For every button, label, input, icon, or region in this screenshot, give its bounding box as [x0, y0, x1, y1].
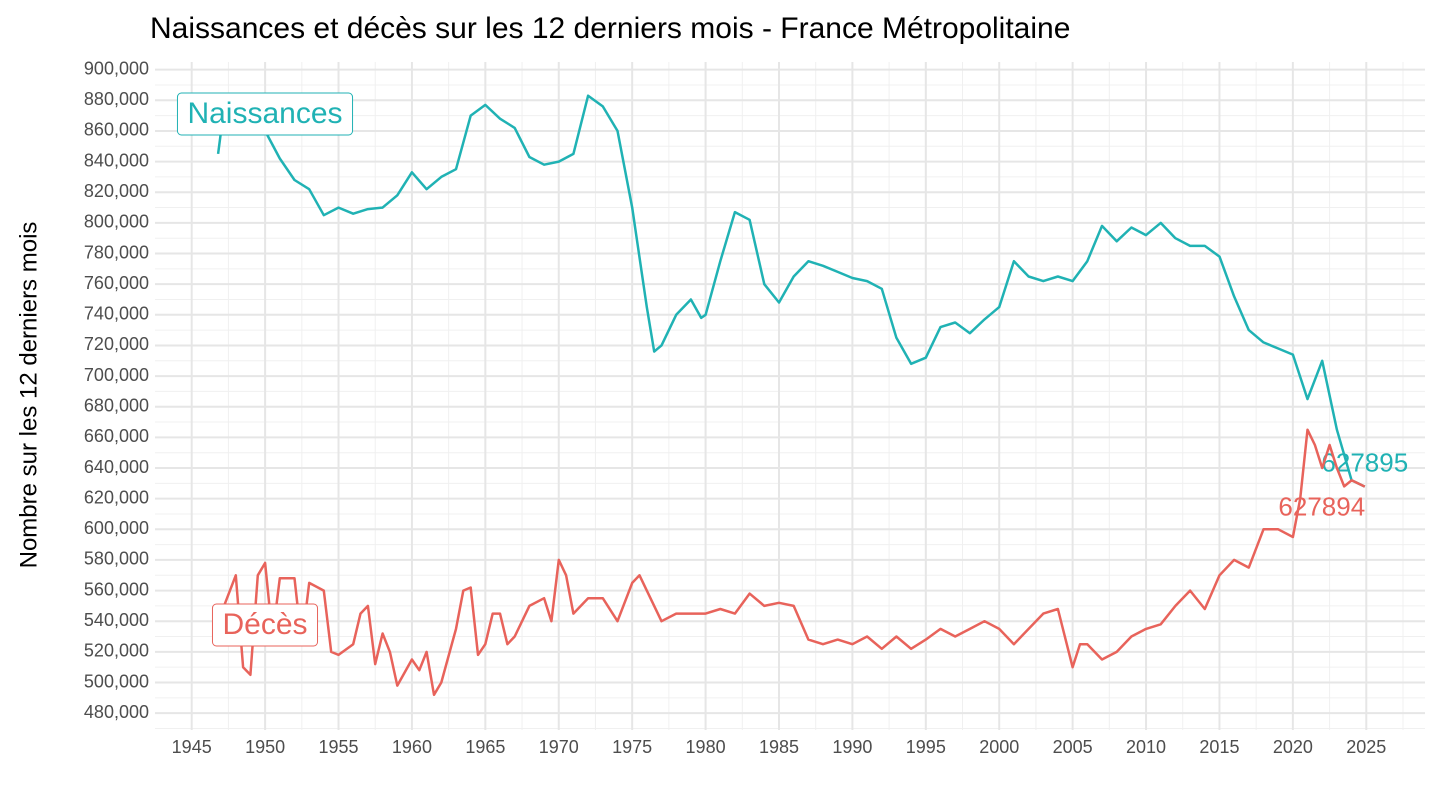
- y-tick-label: 900,000: [84, 58, 149, 78]
- y-tick-label: 540,000: [84, 610, 149, 630]
- x-tick-label: 1960: [392, 737, 432, 757]
- series-label-box: [176, 92, 354, 136]
- y-tick-label: 580,000: [84, 549, 149, 569]
- series-label-text: Naissances: [187, 97, 342, 130]
- x-tick-label: 2020: [1273, 737, 1313, 757]
- x-tick-label: 1945: [172, 737, 212, 757]
- y-tick-label: 640,000: [84, 457, 149, 477]
- chart-title: Naissances et décès sur les 12 derniers …: [150, 12, 1070, 45]
- y-tick-label: 860,000: [84, 120, 149, 140]
- x-tick-label: 1950: [245, 737, 285, 757]
- series-line: [216, 94, 1366, 488]
- x-tick-label: 1965: [465, 737, 505, 757]
- grid: [155, 62, 1425, 730]
- y-tick-label: 560,000: [84, 579, 149, 599]
- end-label: 627894: [1278, 491, 1365, 521]
- series-label-text: Décès: [222, 608, 307, 641]
- x-tick-label: 1980: [686, 737, 726, 757]
- y-tick-label: 800,000: [84, 212, 149, 232]
- x-tick-label: 2000: [979, 737, 1019, 757]
- y-tick-label: 720,000: [84, 334, 149, 354]
- y-tick-label: 840,000: [84, 150, 149, 170]
- series-line: [219, 428, 1366, 697]
- x-tick-label: 1975: [612, 737, 652, 757]
- y-tick-label: 880,000: [84, 89, 149, 109]
- y-tick-label: 660,000: [84, 426, 149, 446]
- x-tick-label: 2010: [1126, 737, 1166, 757]
- y-tick-label: 820,000: [84, 181, 149, 201]
- x-tick-label: 2005: [1053, 737, 1093, 757]
- y-tick-label: 500,000: [84, 671, 149, 691]
- y-tick-label: 700,000: [84, 365, 149, 385]
- y-axis-label: Nombre sur les 12 derniers mois: [15, 222, 42, 569]
- y-tick-label: 600,000: [84, 518, 149, 538]
- y-tick-label: 680,000: [84, 395, 149, 415]
- x-tick-label: 1985: [759, 737, 799, 757]
- x-tick-label: 2025: [1346, 737, 1386, 757]
- y-tick-label: 780,000: [84, 242, 149, 262]
- y-tick-label: 520,000: [84, 641, 149, 661]
- x-tick-label: 1990: [832, 737, 872, 757]
- x-tick-label: 1955: [319, 737, 359, 757]
- x-tick-label: 2015: [1199, 737, 1239, 757]
- y-tick-label: 740,000: [84, 304, 149, 324]
- series-label: Naissances: [176, 92, 354, 136]
- y-tick-label: 760,000: [84, 273, 149, 293]
- y-tick-label: 480,000: [84, 702, 149, 722]
- y-tick-label: 620,000: [84, 487, 149, 507]
- series-label-box: [211, 603, 319, 647]
- x-tick-label: 1995: [906, 737, 946, 757]
- series-label: Décès: [211, 603, 319, 647]
- x-tick-label: 1970: [539, 737, 579, 757]
